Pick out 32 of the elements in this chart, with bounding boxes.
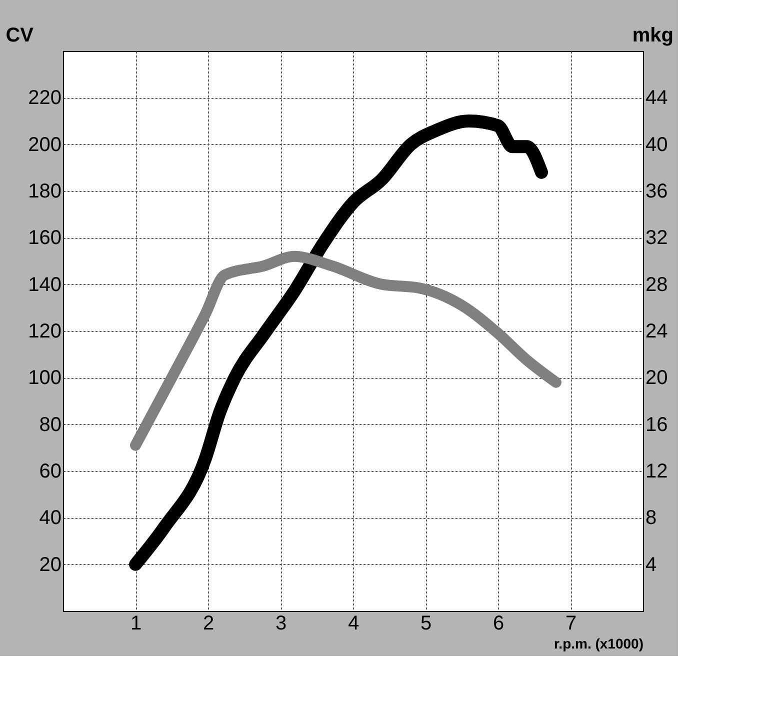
y2-tick-label: 8 <box>646 507 657 530</box>
y2-tick-label: 32 <box>646 227 668 250</box>
y2-tick-label: 12 <box>646 460 668 482</box>
y-tick-label: 160 <box>28 227 62 250</box>
y-axis-title: CV <box>6 24 34 46</box>
y-tick-label: 180 <box>28 180 62 202</box>
y-tick-label: 100 <box>28 367 62 390</box>
y-tick-label: 120 <box>28 320 62 342</box>
y2-tick-label: 24 <box>646 320 668 342</box>
x-tick-label: 2 <box>202 612 214 634</box>
x-tick-label: 7 <box>565 612 577 634</box>
x-tick-label: 6 <box>492 612 504 634</box>
y-tick-label: 20 <box>39 554 62 576</box>
y-tick-label: 80 <box>39 414 62 436</box>
y2-axis-title: mkg <box>632 24 674 46</box>
y2-tick-label: 36 <box>646 180 668 202</box>
y-tick-label: 40 <box>39 507 62 530</box>
y2-tick-label: 16 <box>646 414 668 436</box>
y2-tick-label: 40 <box>646 134 668 156</box>
x-tick-label: 4 <box>348 612 360 634</box>
y-tick-label: 200 <box>28 134 62 156</box>
y2-tick-label: 44 <box>646 87 668 110</box>
x-axis-title: r.p.m. (x1000) <box>554 636 644 652</box>
y-tick-label: 140 <box>28 274 62 296</box>
y-tick-label: 220 <box>28 87 62 110</box>
x-tick-label: 3 <box>275 612 287 634</box>
y2-tick-label: 20 <box>646 367 668 390</box>
y-tick-label: 60 <box>39 460 62 482</box>
y2-tick-label: 28 <box>646 274 668 296</box>
x-tick-label: 5 <box>420 612 432 634</box>
y2-tick-label: 4 <box>646 554 657 576</box>
x-tick-label: 1 <box>130 612 142 634</box>
